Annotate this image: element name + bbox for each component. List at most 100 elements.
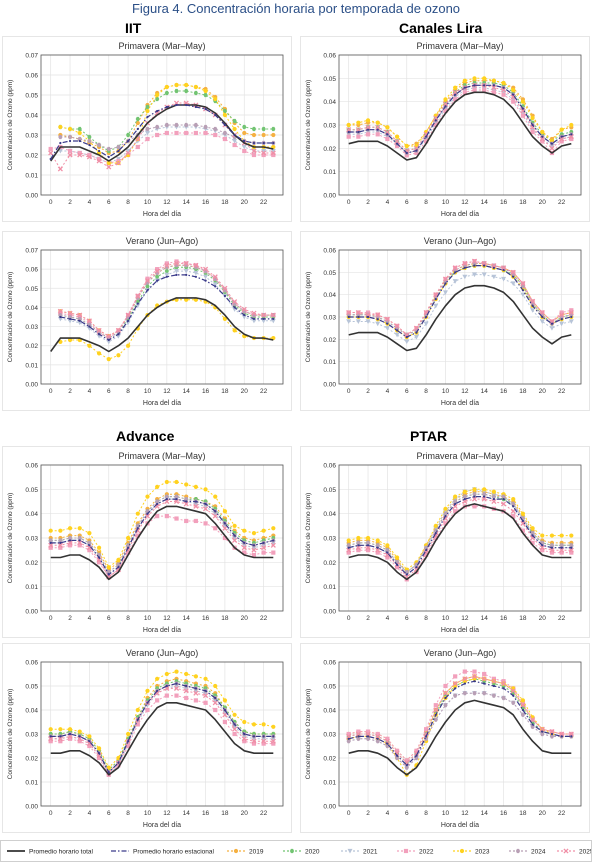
series-line-2025	[50, 501, 274, 578]
x-tick-label: 22	[558, 199, 566, 206]
data-point	[145, 108, 150, 114]
x-tick-label: 4	[386, 615, 390, 622]
x-axis-label: Hora del día	[441, 400, 479, 407]
data-point	[501, 681, 507, 687]
x-tick-label: 18	[519, 810, 527, 817]
x-tick-label: 16	[202, 388, 210, 395]
data-point	[365, 736, 371, 741]
x-tick-label: 12	[461, 199, 469, 206]
data-point	[570, 546, 573, 549]
data-point	[106, 357, 111, 362]
x-tick-label: 0	[347, 615, 351, 622]
data-point	[86, 545, 92, 551]
data-point	[193, 503, 199, 509]
y-tick-label: 0.07	[25, 53, 38, 60]
data-point	[395, 754, 399, 757]
data-point	[271, 132, 276, 138]
data-point	[384, 326, 390, 331]
data-point	[115, 327, 121, 333]
data-point	[549, 543, 555, 548]
data-point	[492, 684, 495, 688]
y-tick-label: 0.05	[323, 684, 336, 691]
legend-marker	[563, 848, 569, 854]
series-line-2022	[348, 671, 572, 761]
data-point	[262, 735, 265, 738]
data-point	[77, 526, 82, 531]
data-point	[540, 129, 545, 135]
y-tick-label: 0.01	[323, 359, 336, 366]
data-point	[185, 273, 188, 276]
data-point	[512, 93, 515, 96]
data-point	[365, 319, 371, 324]
data-point	[232, 712, 237, 717]
data-point	[347, 737, 350, 740]
data-point	[492, 84, 495, 87]
data-point	[107, 771, 110, 774]
data-point	[520, 280, 526, 287]
x-tick-label: 0	[347, 199, 351, 206]
data-point	[164, 693, 169, 698]
x-tick-label: 10	[442, 810, 450, 817]
data-point	[261, 545, 267, 551]
series-line-2020	[348, 82, 572, 152]
data-point	[261, 722, 266, 727]
y-tick-label: 0.01	[25, 780, 38, 787]
data-point	[433, 115, 439, 121]
data-point	[443, 511, 448, 516]
data-point	[193, 690, 199, 696]
series-2019	[346, 674, 574, 763]
y-tick-label: 0.06	[25, 73, 38, 80]
data-point	[501, 92, 506, 97]
x-tick-label: 22	[260, 388, 268, 395]
data-point	[146, 512, 149, 515]
data-point	[530, 129, 535, 135]
data-point	[222, 712, 228, 718]
x-tick-label: 22	[260, 615, 268, 622]
data-point	[145, 494, 150, 499]
data-point	[530, 526, 535, 531]
x-tick-label: 8	[126, 615, 130, 622]
x-tick-label: 0	[49, 388, 53, 395]
y-tick-label: 0.06	[323, 248, 336, 255]
legend-item-promedio-horario-total: Promedio horario total	[7, 849, 94, 856]
data-point	[87, 152, 92, 158]
data-point	[232, 731, 237, 737]
data-point	[482, 691, 487, 696]
series-line-2020	[348, 678, 572, 764]
x-axis-label: Hora del día	[143, 822, 181, 829]
data-point	[86, 154, 92, 160]
data-point	[444, 696, 447, 700]
y-tick-label: 0.04	[25, 708, 38, 715]
x-tick-label: 10	[442, 388, 450, 395]
series-2025	[346, 496, 574, 580]
x-tick-label: 16	[500, 615, 508, 622]
data-point	[232, 138, 238, 144]
data-point	[520, 520, 526, 526]
chart-title: Verano (Jun–Ago)	[424, 648, 497, 658]
series-2019	[48, 492, 276, 572]
data-point	[106, 765, 111, 770]
data-point	[375, 550, 380, 555]
data-point	[569, 308, 574, 313]
data-point	[385, 555, 390, 560]
plot-frame	[40, 249, 284, 385]
series-promedio-horario-total	[50, 297, 274, 353]
data-point	[442, 276, 449, 282]
series-2025	[57, 260, 276, 339]
data-point	[67, 314, 73, 320]
data-point	[463, 86, 466, 89]
y-tick-label: 0.02	[25, 756, 38, 763]
chart-svg-advance-primavera: Primavera (Mar–May) 0.00 0.01 0.02 0.03 0.04 0…	[7, 451, 284, 634]
chart-panel-ptar-primavera: Primavera (Mar–May) 0.00 0.01 0.02 0.03 0.04 0…	[300, 446, 590, 638]
y-tick-label: 0.04	[323, 99, 336, 106]
y-tick-label: 0.04	[323, 511, 336, 518]
x-tick-label: 14	[183, 388, 191, 395]
x-tick-label: 10	[144, 810, 152, 817]
series-line-2023	[348, 488, 572, 571]
data-point	[156, 109, 159, 113]
data-point	[365, 729, 371, 734]
chart-title: Primavera (Mar–May)	[118, 41, 205, 51]
data-point	[155, 698, 160, 703]
x-tick-label: 12	[461, 388, 469, 395]
data-point	[404, 339, 410, 345]
